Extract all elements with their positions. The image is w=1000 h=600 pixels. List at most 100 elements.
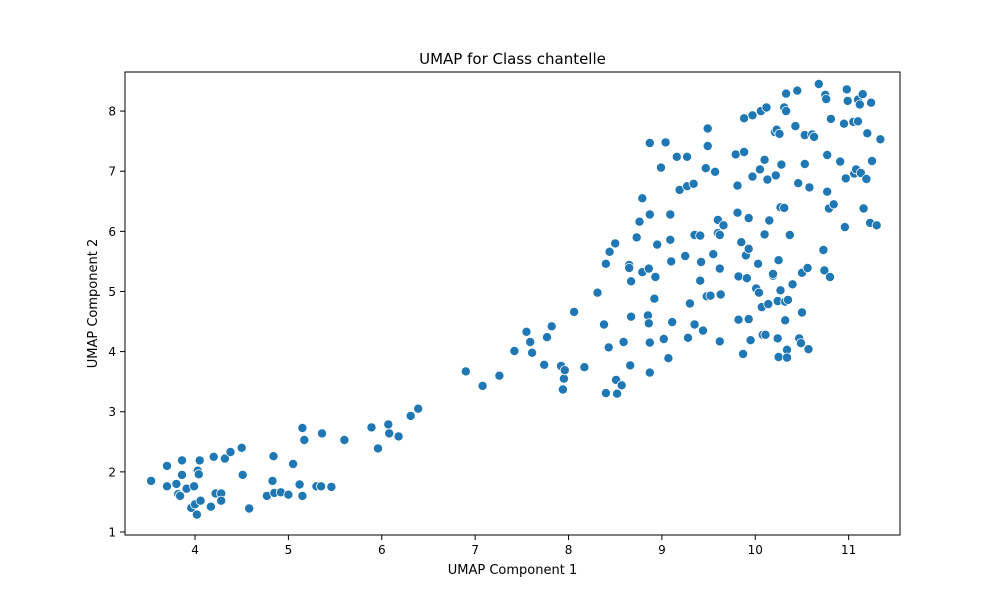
- scatter-point: [477, 380, 488, 391]
- scatter-point: [698, 325, 709, 336]
- scatter-point: [644, 137, 655, 148]
- scatter-point: [772, 333, 783, 344]
- scatter-point: [175, 490, 186, 501]
- scatter-point: [521, 326, 532, 337]
- scatter-point: [753, 258, 764, 269]
- x-axis-label: UMAP Component 1: [448, 563, 577, 578]
- scatter-point: [695, 230, 706, 241]
- scatter-point: [714, 229, 725, 240]
- scatter-point: [460, 366, 471, 377]
- scatter-point: [739, 146, 750, 157]
- plot-area-frame: [124, 71, 901, 536]
- scatter-point: [736, 237, 747, 248]
- scatter-point: [741, 273, 752, 284]
- scatter-point: [294, 479, 305, 490]
- scatter-point: [682, 151, 693, 162]
- scatter-point: [841, 84, 852, 95]
- scatter-point: [525, 336, 536, 347]
- scatter-point: [743, 243, 754, 254]
- scatter-point: [857, 89, 868, 100]
- scatter-point: [828, 199, 839, 210]
- scatter-point: [216, 495, 227, 506]
- scatter-point: [840, 173, 851, 184]
- scatter-point: [715, 289, 726, 300]
- scatter-point: [680, 250, 691, 261]
- scatter-point: [405, 410, 416, 421]
- scatter-point: [702, 140, 713, 151]
- scatter-point: [366, 422, 377, 433]
- scatter-point: [853, 116, 864, 127]
- y-tick-label: 4: [108, 345, 116, 359]
- scatter-point: [768, 268, 779, 279]
- y-tick-label: 5: [108, 285, 116, 299]
- scatter-point: [171, 478, 182, 489]
- scatter-point: [542, 332, 553, 343]
- scatter-point: [509, 345, 520, 356]
- scatter-point: [684, 298, 695, 309]
- scatter-point: [297, 422, 308, 433]
- scatter-point: [193, 469, 204, 480]
- x-tick-label: 9: [658, 543, 666, 557]
- scatter-point: [665, 209, 676, 220]
- scatter-point: [813, 79, 824, 90]
- scatter-point: [797, 307, 808, 318]
- x-tick-label: 10: [748, 543, 763, 557]
- scatter-point: [861, 173, 872, 184]
- scatter-point: [176, 455, 187, 466]
- scatter-point: [191, 509, 202, 520]
- scatter-point: [161, 481, 172, 492]
- scatter-point: [604, 246, 615, 257]
- scatter-point: [316, 428, 327, 439]
- scatter-point: [610, 238, 621, 249]
- scatter-point: [643, 318, 654, 329]
- scatter-point: [839, 118, 850, 129]
- scatter-point: [803, 344, 814, 355]
- scatter-point: [702, 123, 713, 134]
- scatter-point: [339, 434, 350, 445]
- scatter-point: [696, 256, 707, 267]
- scatter-point: [393, 431, 404, 442]
- scatter-point: [671, 151, 682, 162]
- scatter-point: [782, 352, 793, 363]
- scatter-point: [835, 156, 846, 167]
- scatter-point: [383, 419, 394, 430]
- scatter-point: [219, 453, 230, 464]
- scatter-point: [796, 338, 807, 349]
- scatter-point: [747, 171, 758, 182]
- scatter-point: [818, 244, 829, 255]
- scatter-point: [854, 99, 865, 110]
- scatter-point: [225, 446, 236, 457]
- scatter-point: [804, 182, 815, 193]
- scatter-point: [658, 333, 669, 344]
- scatter-point: [761, 102, 772, 113]
- scatter-point: [839, 222, 850, 233]
- scatter-point: [643, 263, 654, 274]
- scatter-point: [770, 170, 781, 181]
- x-tick-label: 7: [471, 543, 479, 557]
- scatter-point: [708, 249, 719, 260]
- scatter-point: [822, 149, 833, 160]
- scatter-point: [299, 434, 310, 445]
- y-tick-label: 8: [108, 105, 116, 119]
- scatter-point: [790, 121, 801, 132]
- scatter-point: [733, 314, 744, 325]
- scatter-point: [688, 178, 699, 189]
- scatter-point: [732, 180, 743, 191]
- points-layer: [146, 79, 886, 520]
- scatter-point: [747, 110, 758, 121]
- scatter-point: [764, 215, 775, 226]
- scatter-point: [799, 158, 810, 169]
- scatter-point: [666, 256, 677, 267]
- scatter-point: [822, 186, 833, 197]
- scatter-point: [779, 202, 790, 213]
- scatter-point: [631, 232, 642, 243]
- y-tick-label: 2: [108, 465, 116, 479]
- chart-title: UMAP for Class chantelle: [419, 50, 606, 68]
- scatter-point: [802, 262, 813, 273]
- scatter-point: [569, 306, 580, 317]
- scatter-point: [624, 262, 635, 273]
- scatter-point: [842, 95, 853, 106]
- scatter-point: [205, 501, 216, 512]
- scatter-point: [759, 154, 770, 165]
